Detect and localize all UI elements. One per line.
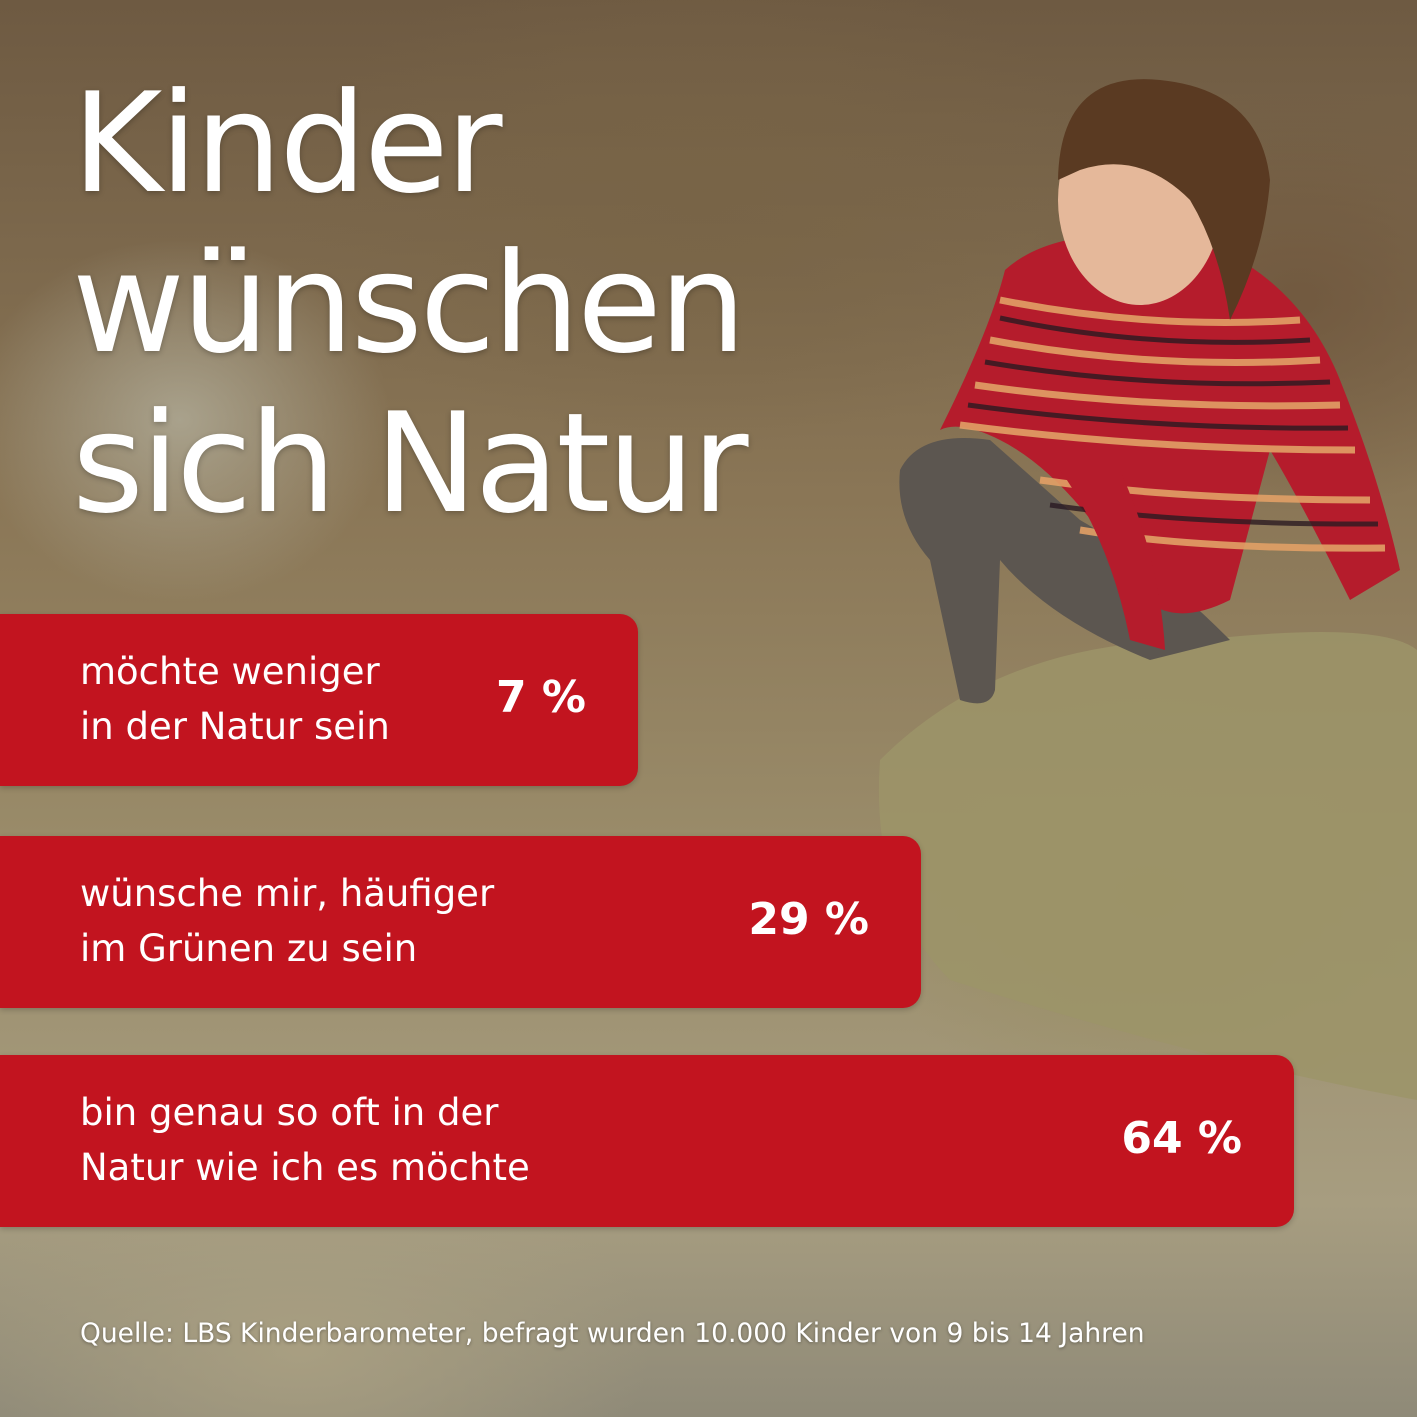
bar-value: 7 % (495, 672, 586, 723)
source-note: Quelle: LBS Kinderbarometer, befragt wur… (80, 1318, 1145, 1349)
bar-haeufiger: wünsche mir, häufiger im Grünen zu sein … (0, 836, 921, 1008)
bar-label-line-2: in der Natur sein (80, 705, 390, 748)
bar-label-line-1: möchte weniger (80, 650, 380, 693)
bar-label-line-2: im Grünen zu sein (80, 927, 418, 970)
headline-line-1: Kinder (72, 63, 503, 224)
bar-value: 29 % (748, 894, 869, 945)
bar-value: 64 % (1121, 1113, 1242, 1164)
bar-weniger: möchte weniger in der Natur sein 7 % (0, 614, 638, 786)
bar-label-line-2: Natur wie ich es möchte (80, 1146, 530, 1189)
bar-genau-so-oft: bin genau so oft in der Natur wie ich es… (0, 1055, 1294, 1227)
bar-label: wünsche mir, häufiger im Grünen zu sein (80, 866, 494, 976)
headline-line-3: sich Natur (72, 383, 749, 544)
headline: Kinder wünschen sich Natur (72, 63, 749, 544)
headline-line-2: wünschen (72, 223, 746, 384)
bar-label-line-1: bin genau so oft in der (80, 1091, 499, 1134)
bar-label-line-1: wünsche mir, häufiger (80, 872, 495, 915)
bar-label: möchte weniger in der Natur sein (80, 644, 390, 754)
bar-label: bin genau so oft in der Natur wie ich es… (80, 1085, 530, 1195)
